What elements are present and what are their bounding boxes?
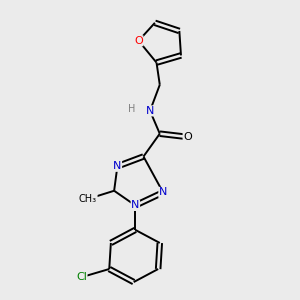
Text: N: N [113,161,122,171]
Text: CH₃: CH₃ [79,194,97,204]
Text: H: H [128,104,136,114]
Text: Cl: Cl [76,272,87,282]
Text: N: N [146,106,154,116]
Text: O: O [183,132,192,142]
Text: N: N [131,200,140,210]
Text: O: O [134,36,143,46]
Text: N: N [159,188,167,197]
